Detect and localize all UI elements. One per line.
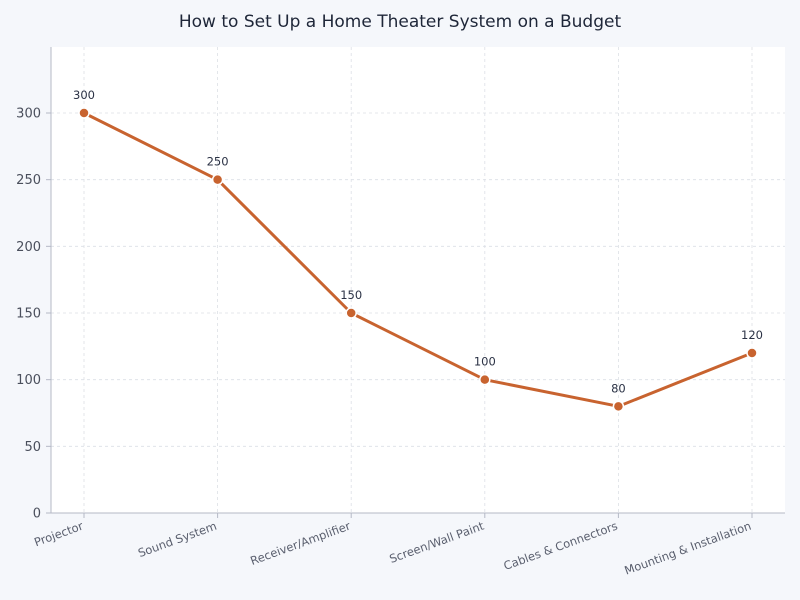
- y-tick-label: 150: [16, 307, 41, 322]
- x-tick-label: Screen/Wall Paint: [387, 518, 486, 565]
- y-tick-label: 250: [16, 173, 41, 188]
- data-point[interactable]: [612, 400, 625, 413]
- plot-area: [51, 47, 785, 513]
- x-tick-label: Cables & Connectors: [502, 519, 620, 573]
- grid-lines: [51, 47, 785, 513]
- series-line: [82, 111, 754, 408]
- x-tick-label: Sound System: [136, 519, 219, 560]
- data-value-label: 100: [474, 355, 496, 369]
- x-tick-label: Receiver/Amplifier: [248, 519, 352, 568]
- x-axis-ticks: Projector Sound System Receiver/Amplifier S…: [32, 513, 753, 578]
- y-axis-ticks: 0 50 100 150 200 250 300: [16, 107, 51, 522]
- y-tick-label: 50: [24, 440, 41, 455]
- data-value-label: 80: [611, 381, 626, 395]
- data-value-label: 300: [73, 88, 95, 102]
- x-tick-label: Projector: [32, 519, 85, 550]
- y-tick-label: 0: [33, 507, 41, 522]
- chart-title: How to Set Up a Home Theater System on a…: [178, 12, 622, 32]
- data-point[interactable]: [211, 173, 224, 186]
- data-value-label: 250: [207, 155, 229, 169]
- data-labels: 300 250 150 100 80 120: [73, 88, 763, 395]
- x-tick-label: Mounting & Installation: [622, 519, 753, 578]
- data-value-label: 150: [340, 288, 362, 302]
- y-tick-label: 200: [16, 240, 41, 255]
- data-point[interactable]: [345, 307, 357, 319]
- y-tick-label: 300: [16, 107, 41, 122]
- data-series: [78, 107, 758, 413]
- data-point[interactable]: [78, 107, 90, 119]
- data-point[interactable]: [479, 373, 491, 386]
- y-tick-label: 100: [16, 373, 41, 388]
- axes: [50, 47, 785, 514]
- data-point[interactable]: [746, 347, 758, 359]
- data-value-label: 120: [741, 328, 763, 342]
